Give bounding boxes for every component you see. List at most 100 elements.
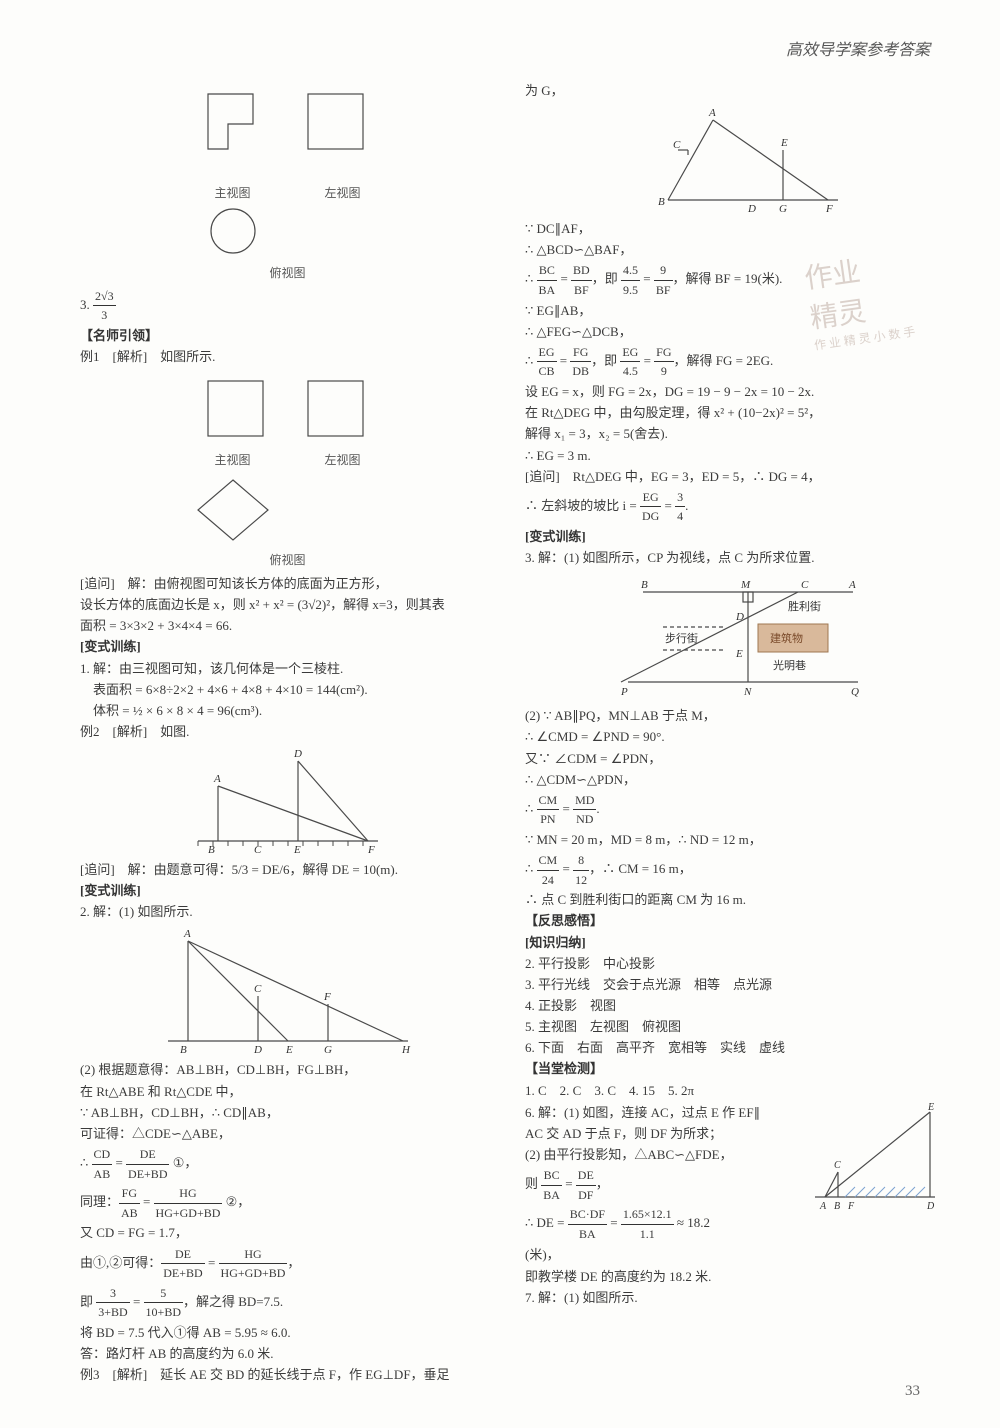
variant-training-2-head: [变式训练] [80, 881, 495, 901]
variant2-l6: 同理：FGAB = HGHG+GD+BD ②， [80, 1184, 495, 1222]
right-l6: ∴ EGCB = FGDB，即 EG4.5 = FG9，解得 FG = 2EG. [525, 343, 940, 381]
page: 高效导学案参考答案 作业 精灵 作 业 精 灵 小 数 手 主视图 左视图 [0, 0, 1000, 1428]
answer-3: 3. 2√33 [80, 287, 495, 325]
variant2-l9: 即 33+BD = 510+BD，解之得 BD=7.5. [80, 1284, 495, 1322]
v2-label-D: D [253, 1044, 262, 1056]
right-l21: ∴ 点 C 到胜利街口的距离 CM 为 16 m. [525, 890, 940, 910]
variant2-l10: 将 BD = 7.5 代入①得 AB = 5.95 ≈ 6.0. [80, 1323, 495, 1343]
variant2-l5: ∴ CDAB = DEDE+BD ①， [80, 1145, 495, 1183]
st-label-D: D [735, 611, 744, 623]
right-l17: ∴ △CDM∽△PDN， [525, 770, 940, 790]
figure-three-views-1: 主视图 左视图 俯视图 [80, 84, 495, 283]
fig1-left-label: 左视图 [324, 184, 360, 203]
right-l9: 解得 x₁ = 3，x₂ = 5(舍去). [525, 424, 940, 444]
rt-label-A: A [708, 107, 716, 119]
q6-label-C: C [834, 1160, 841, 1171]
right-l16: 又∵ ∠CDM = ∠PDN， [525, 749, 940, 769]
variant2-l7: 又 CD = FG = 1.7， [80, 1223, 495, 1243]
variant1-l2: 表面积 = 6×8÷2×2 + 4×6 + 4×8 + 4×10 = 144(c… [80, 680, 495, 700]
q6-row: 6. 解：(1) 如图，连接 AC，过点 E 作 EF∥ AC 交 AD 于点 … [525, 1102, 940, 1266]
q6-label-E: E [927, 1102, 934, 1113]
two-column-layout: 主视图 左视图 俯视图 3. 2√33 【名师引领】 例1 [解析] 如图所示. [80, 80, 940, 1386]
figure-variant-2: A B C D E F G H [80, 926, 495, 1056]
c6-l6: (米)， [525, 1245, 802, 1265]
check-row1: 1. C 2. C 3. C 4. 15 5. 2π [525, 1081, 940, 1101]
fig1-main-label: 主视图 [214, 184, 250, 203]
st-label-B: B [641, 579, 648, 591]
k6: 6. 下面 右面 高平齐 宽相等 实线 虚线 [525, 1038, 940, 1058]
v2-label-F: F [323, 991, 331, 1003]
c6-l5: ∴ DE = BC·DFBA = 1.65×12.11.1 ≈ 18.2 [525, 1205, 802, 1243]
st-alley: 光明巷 [773, 658, 806, 672]
knowledge-head: [知识归纳] [525, 933, 940, 953]
ex2-followup: [追问] 解：由题意可得：5/3 = DE/6，解得 DE = 10(m). [80, 860, 495, 880]
k2: 2. 平行投影 中心投影 [525, 954, 940, 974]
right-l20: ∴ CM24 = 812，∴ CM = 16 m， [525, 851, 940, 889]
figure-right-top: A B C D E F G [525, 105, 940, 215]
v2-label-B: B [180, 1044, 187, 1056]
st-label-A: A [848, 579, 856, 591]
ex2-label-B: B [208, 844, 215, 856]
example-1-head: 例1 [解析] 如图所示. [80, 347, 495, 367]
c6-l3: (2) 由平行投影知，△ABC∽△FDE， [525, 1145, 802, 1165]
st-label-E: E [735, 648, 743, 660]
variant2-l4: 可证得：△CDE∽△ABE， [80, 1124, 495, 1144]
v2-label-E: E [285, 1044, 293, 1056]
q6-label-D: D [926, 1201, 935, 1212]
reflection-head: 【反思感悟】 [525, 911, 940, 931]
right-l0: 为 G， [525, 81, 940, 101]
st-walk: 步行街 [665, 631, 698, 645]
variant1-l3: 体积 = ½ × 6 × 8 × 4 = 96(cm³). [80, 701, 495, 721]
page-number: 33 [905, 1383, 920, 1400]
variant1-l1: 1. 解：由三视图可知，该几何体是一个三棱柱. [80, 659, 495, 679]
right-l3: ∴ BCBA = BDBF，即 4.59.5 = 9BF，解得 BF = 19(… [525, 261, 940, 299]
ex2-label-E: E [293, 844, 301, 856]
st-label-Q: Q [851, 686, 859, 698]
ex2-label-F: F [367, 844, 375, 856]
fig1-top-label: 俯视图 [269, 266, 305, 280]
page-header-right: 高效导学案参考答案 [786, 36, 930, 60]
classroom-check-head: 【当堂检测】 [525, 1059, 940, 1079]
right-l18: ∴ CMPN = MDND. [525, 791, 940, 829]
rt-label-G: G [779, 203, 787, 215]
right-l14: (2) ∵ AB∥PQ，MN⊥AB 于点 M， [525, 706, 940, 726]
ex2-label-A: A [213, 773, 221, 785]
v2-label-A: A [183, 928, 191, 940]
c6-l7: 即教学楼 DE 的高度约为 18.2 米. [525, 1267, 940, 1287]
c6-l4: 则 BCBA = DEDF， [525, 1166, 802, 1204]
section-teacher-lead: 【名师引领】 [80, 326, 495, 346]
q6-label-A: A [819, 1201, 827, 1212]
ex1-followup-l1: 设长方体的底面边长是 x，则 x² + x² = (3√2)²，解得 x=3，则… [80, 595, 495, 615]
right-l4: ∵ EG∥AB， [525, 301, 940, 321]
figure-q6: A B C D E F [810, 1102, 940, 1266]
right-l8: 在 Rt△DEG 中，由勾股定理，得 x² + (10−2x)² = 5²， [525, 403, 940, 423]
v2-label-H: H [401, 1044, 411, 1056]
variant2-l2: 在 Rt△ABE 和 Rt△CDE 中， [80, 1082, 495, 1102]
figure-example-2: A B C D E F [80, 746, 495, 856]
variant2-l0: 2. 解：(1) 如图所示. [80, 902, 495, 922]
rt-label-E: E [780, 137, 788, 149]
right-l1: ∵ DC∥AF， [525, 219, 940, 239]
rt-label-B: B [658, 196, 665, 208]
right-l7: 设 EG = x，则 FG = 2x，DG = 19 − 9 − 2x = 10… [525, 382, 940, 402]
example-2-head: 例2 [解析] 如图. [80, 722, 495, 742]
st-building: 建筑物 [770, 631, 803, 645]
right-l2: ∴ △BCD∽△BAF， [525, 240, 940, 260]
figure-three-views-2: 主视图 左视图 俯视图 [80, 371, 495, 570]
right-l10: ∴ EG = 3 m. [525, 446, 940, 466]
c6-l2: AC 交 AD 于点 F，则 DF 为所求； [525, 1124, 802, 1144]
st-label-M: M [740, 579, 751, 591]
ex1-followup-l2: 面积 = 3×3×2 + 3×4×4 = 66. [80, 616, 495, 636]
st-shengli: 胜利街 [788, 599, 821, 613]
variant2-l1: (2) 根据题意得：AB⊥BH，CD⊥BH，FG⊥BH， [80, 1060, 495, 1080]
right-l15: ∴ ∠CMD = ∠PND = 90°. [525, 727, 940, 747]
right-l11: [追问] Rt△DEG 中，EG = 3，ED = 5，∴ DG = 4， [525, 467, 940, 487]
fig2-top-label: 俯视图 [269, 553, 305, 567]
ex1-followup-head: [追问] 解：由俯视图可知该长方体的底面为正方形， [80, 574, 495, 594]
st-label-C: C [801, 579, 809, 591]
right-variant-head: [变式训练] [525, 527, 940, 547]
right-l19: ∵ MN = 20 m，MD = 8 m，∴ ND = 12 m， [525, 830, 940, 850]
rt-label-C: C [673, 139, 681, 151]
variant2-l11: 答：路灯杆 AB 的高度约为 6.0 米. [80, 1344, 495, 1364]
v2-label-G: G [324, 1044, 332, 1056]
